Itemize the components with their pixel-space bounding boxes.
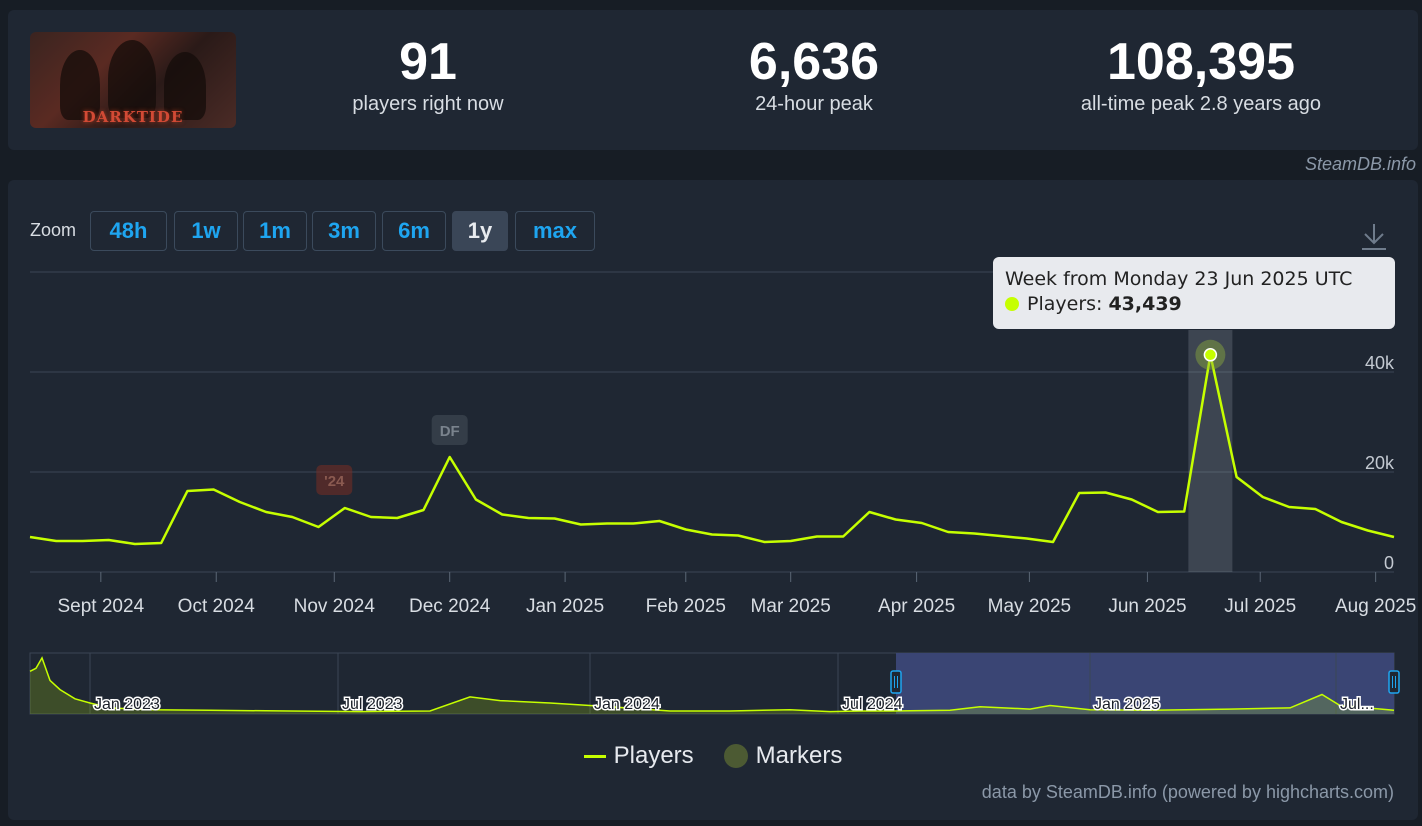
zoom-6m-button[interactable]: 6m <box>382 211 446 251</box>
stat-alltime-peak: 108,395 all-time peak 2.8 years ago <box>1051 32 1351 116</box>
grid-lines <box>30 271 1394 573</box>
navigator-handle[interactable] <box>1388 670 1400 694</box>
event-marker-label: '24 <box>324 473 345 490</box>
x-tick-label: Jan 2025 <box>526 596 604 617</box>
download-icon[interactable] <box>1360 222 1388 252</box>
navigator-label: Jan 2023 <box>94 696 160 713</box>
zoom-1m-button[interactable]: 1m <box>243 211 307 251</box>
highcharts-credit[interactable]: data by SteamDB.info (powered by highcha… <box>981 782 1394 802</box>
navigator-label: Jan 2024 <box>594 696 660 713</box>
event-markers: '24 DF <box>316 415 468 495</box>
navigator-label: Jul... <box>1340 696 1374 713</box>
x-tick-label: Sept 2024 <box>58 596 145 617</box>
y-tick-label: 0 <box>1384 553 1394 573</box>
chart-panel: Zoom 48h 1w 1m 3m 6m 1y max '24 DF 0 20k 40… <box>8 180 1418 820</box>
zoom-1w-button[interactable]: 1w <box>174 211 238 251</box>
y-tick-label: 40k <box>1365 353 1395 373</box>
x-tick-label: Oct 2024 <box>178 596 256 617</box>
player-chart[interactable]: '24 DF 0 20k 40k Sept 2024 Oct 2024 Nov 2024 D… <box>8 180 1418 740</box>
x-tick-label: Feb 2025 <box>646 596 726 617</box>
tooltip-series-label: Players: <box>1027 293 1103 315</box>
tooltip-series-dot <box>1005 297 1019 311</box>
navigator-label: Jan 2025 <box>1094 696 1160 713</box>
y-axis-ticks: 0 20k 40k <box>1365 353 1395 573</box>
legend-markers-label: Markers <box>755 742 843 769</box>
event-marker[interactable]: '24 <box>316 465 353 495</box>
x-tick-label: Dec 2024 <box>409 596 491 617</box>
stat-24h-peak: 6,636 24-hour peak <box>694 32 934 116</box>
x-tick-label: May 2025 <box>988 596 1071 617</box>
stats-panel: DARKTIDE 91 players right now 6,636 24-h… <box>8 10 1418 150</box>
zoom-1y-button[interactable]: 1y <box>452 211 508 251</box>
highlight-point-group <box>1195 339 1226 370</box>
peak24-value: 6,636 <box>748 33 880 91</box>
event-marker[interactable]: DF <box>431 415 468 445</box>
navigator-handle[interactable] <box>890 670 902 694</box>
y-tick-label: 20k <box>1365 453 1395 473</box>
x-axis-ticks: Sept 2024 Oct 2024 Nov 2024 Dec 2024 Jan 202… <box>58 572 1416 617</box>
peak24-label: 24-hour peak <box>755 93 873 115</box>
zoom-max-button[interactable]: max <box>515 211 595 251</box>
navigator-label: Jul 2023 <box>342 696 403 713</box>
zoom-label: Zoom <box>30 220 77 240</box>
tooltip-title: Week from Monday 23 Jun 2025 UTC <box>1005 268 1353 290</box>
x-tick-label: Jun 2025 <box>1108 596 1186 617</box>
navigator-label: Jul 2024 <box>842 696 903 713</box>
alltime-peak-value: 108,395 <box>1107 33 1295 91</box>
legend-players-swatch <box>583 754 606 758</box>
game-logo-text: DARKTIDE <box>82 108 184 126</box>
event-marker-label: DF <box>440 423 460 440</box>
navigator[interactable]: Jan 2023 Jul 2023 Jan 2024 Jul 2024 Jan 2025… <box>29 652 1400 715</box>
legend-players-label: Players <box>613 742 694 769</box>
current-players-label: players right now <box>352 93 504 115</box>
x-tick-label: Apr 2025 <box>878 596 955 617</box>
current-players-value: 91 <box>399 33 457 91</box>
chart-legend: Players Markers <box>8 742 1418 770</box>
legend-item-markers[interactable]: Markers <box>723 742 843 770</box>
zoom-48h-button[interactable]: 48h <box>90 211 167 251</box>
x-tick-label: Jul 2025 <box>1224 596 1296 617</box>
game-thumbnail[interactable]: DARKTIDE <box>30 32 236 128</box>
players-series-line[interactable] <box>29 353 1395 546</box>
x-tick-label: Aug 2025 <box>1335 596 1416 617</box>
navigator-series-line <box>29 656 1395 713</box>
highlight-point[interactable] <box>1203 348 1218 362</box>
x-tick-label: Nov 2024 <box>294 596 376 617</box>
x-tick-label: Mar 2025 <box>751 596 831 617</box>
stat-current-players: 91 players right now <box>308 32 548 116</box>
legend-item-players[interactable]: Players <box>583 742 694 770</box>
navigator-selection[interactable] <box>896 653 1394 714</box>
legend-markers-swatch <box>723 744 748 768</box>
chart-tooltip: Week from Monday 23 Jun 2025 UTC Players… <box>993 257 1395 329</box>
alltime-peak-label: all-time peak 2.8 years ago <box>1080 93 1322 115</box>
zoom-3m-button[interactable]: 3m <box>312 211 376 251</box>
hover-highlight-band <box>1188 330 1233 572</box>
steamdb-credit-link[interactable]: SteamDB.info <box>1304 154 1416 174</box>
tooltip-value: 43,439 <box>1108 293 1182 315</box>
